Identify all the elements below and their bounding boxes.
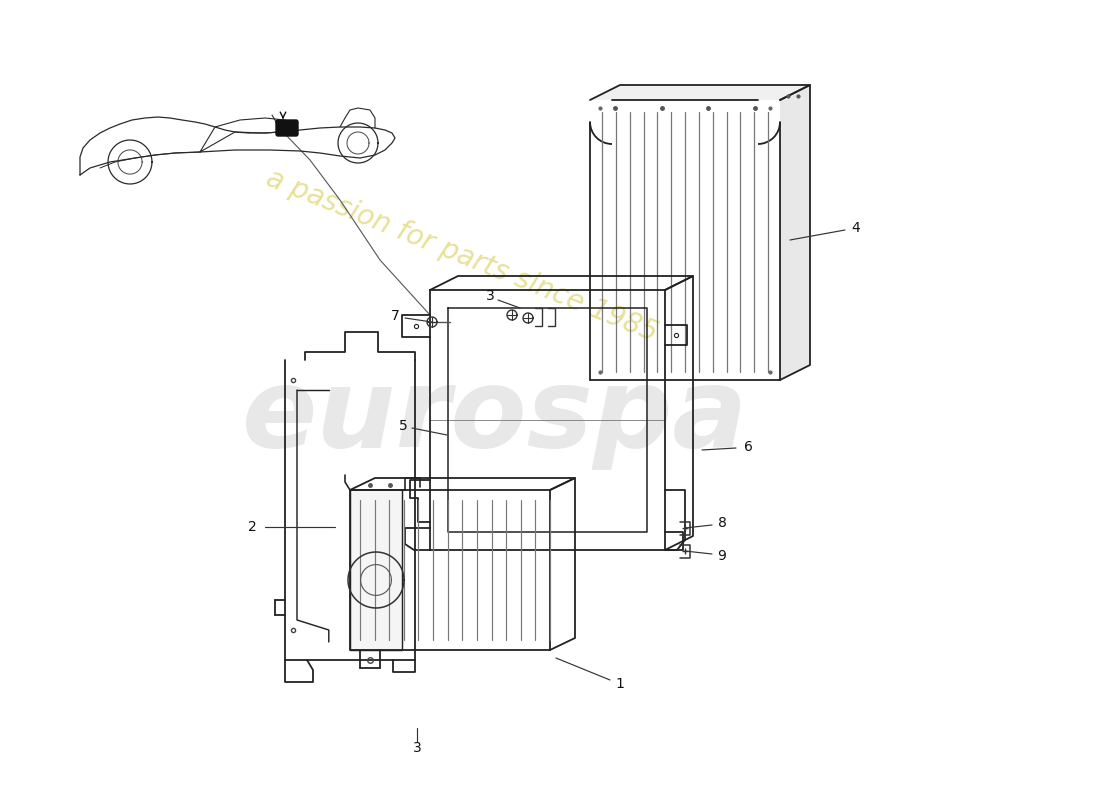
Bar: [350, 490, 402, 650]
Text: 4: 4: [851, 221, 860, 235]
Text: 2: 2: [248, 520, 256, 534]
Text: 9: 9: [717, 549, 726, 563]
Text: 8: 8: [717, 516, 726, 530]
Text: a passion for parts since 1985: a passion for parts since 1985: [262, 165, 662, 347]
Text: 3: 3: [412, 741, 421, 755]
Text: 3: 3: [485, 289, 494, 303]
Text: 7: 7: [390, 309, 399, 323]
Polygon shape: [780, 85, 810, 380]
Text: 5: 5: [398, 419, 407, 433]
FancyBboxPatch shape: [276, 120, 298, 136]
Polygon shape: [590, 85, 810, 100]
Text: 6: 6: [744, 440, 752, 454]
Text: 1: 1: [616, 677, 625, 691]
Text: eurospa: eurospa: [242, 362, 748, 470]
